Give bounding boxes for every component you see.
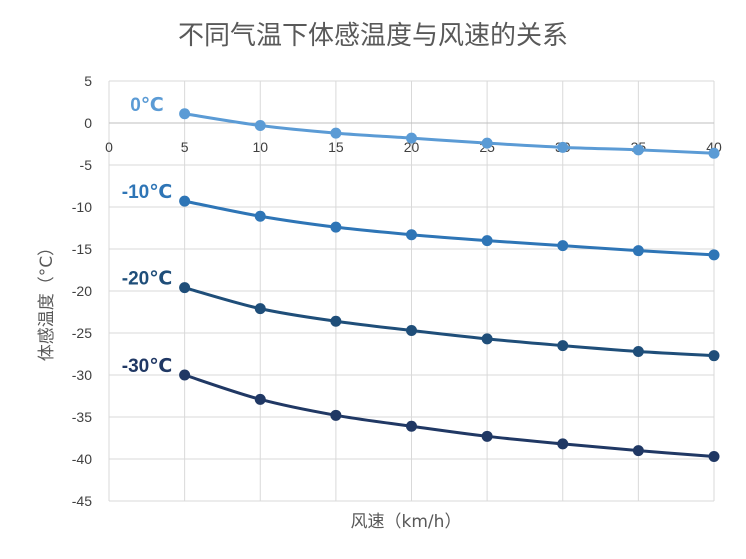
y-tick-label: 5 [84,73,92,89]
data-point [179,195,191,207]
data-point [481,235,493,247]
series-line [184,112,715,155]
data-point [632,245,644,257]
series-labels: 0℃ -10℃ -20℃ -30℃ [122,95,172,377]
series-label: 0℃ [130,95,164,116]
data-point [406,420,417,432]
data-point [179,108,191,120]
data-point [254,303,266,315]
data-point [330,221,342,233]
series-line [184,373,715,458]
data-point [481,333,493,345]
data-point [708,450,720,462]
x-tick-label: 0 [105,139,113,155]
series-2 [179,282,720,362]
data-point [330,409,342,421]
data-point [708,249,720,261]
y-tick-label: 0 [84,115,92,131]
series-label: -10℃ [122,182,172,203]
x-axis-label: 风速（km/h） [351,512,462,532]
y-tick-label: -30 [72,367,92,383]
series-line [184,286,715,358]
y-tick-label: -35 [72,409,92,425]
chart-title: 不同气温下体感温度与风速的关系 [178,21,568,51]
y-tick-label: -5 [80,157,93,173]
x-tick-label: 20 [404,139,420,155]
data-point [254,393,266,405]
y-tick-label: -40 [72,451,92,467]
data-point [708,147,720,159]
y-tick-label: -10 [72,199,92,215]
data-point [330,315,342,327]
series-0 [179,108,720,159]
x-tick-label: 10 [252,139,268,155]
y-axis-label: 体感温度（°C） [37,239,57,361]
y-tick-label: -15 [72,241,92,257]
series-3 [179,369,720,462]
x-tick-label: 15 [328,139,344,155]
y-tick-label: -20 [72,283,92,299]
data-point [406,324,417,336]
data-point [481,430,493,442]
data-point [254,120,266,132]
data-point [406,132,417,144]
data-point [632,345,644,357]
data-point [557,438,569,450]
series-line [184,199,715,257]
data-point [557,141,569,153]
data-point [179,282,191,294]
data-point [632,445,644,457]
data-point [481,137,493,149]
data-point [179,369,191,381]
series-label: -30℃ [122,356,172,377]
data-point [330,127,342,139]
data-point [708,350,720,362]
y-tick-label: -45 [72,493,92,509]
data-point [557,240,569,252]
y-tick-label: -25 [72,325,92,341]
data-point [557,340,569,352]
data-point [632,144,644,156]
data-point [254,210,266,222]
series-label: -20℃ [122,269,172,290]
series-1 [179,195,720,261]
y-axis-ticks: 5 0 -5 -10 -15 -20 -25 -30 -35 -40 -45 [72,73,92,509]
data-point [406,229,417,241]
series-group [179,108,720,462]
x-tick-label: 5 [181,139,189,155]
